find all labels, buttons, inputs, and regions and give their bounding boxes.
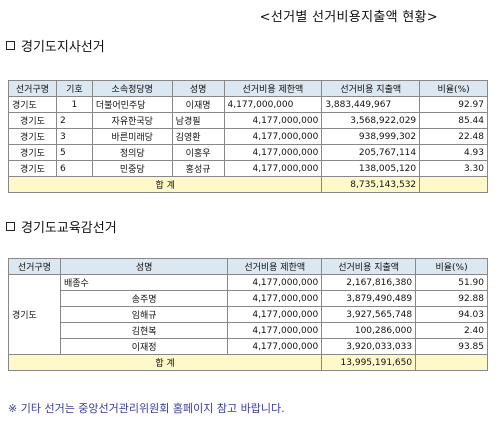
header-district: 선거구명 bbox=[8, 80, 57, 97]
table-row: 경기도 6 민중당 홍성규 4,177,000,000 138,005,120 … bbox=[8, 160, 488, 177]
cell-spent: 3,879,490,489 bbox=[321, 290, 417, 307]
table-row: 이재정 4,177,000,000 3,920,033,033 93.85 bbox=[9, 338, 488, 355]
cell-name: 이홍우 bbox=[171, 144, 225, 161]
cell-number: 2 bbox=[55, 112, 93, 129]
cell-limit: 4,177,000,000 bbox=[223, 112, 323, 129]
cell-party: 정의당 bbox=[91, 144, 173, 161]
total-spent: 8,735,143,532 bbox=[321, 176, 421, 193]
cell-spent: 205,767,114 bbox=[321, 144, 421, 161]
cell-limit: 4,177,000,000 bbox=[227, 322, 323, 339]
total-ratio-empty bbox=[415, 354, 488, 371]
cell-district: 경기도 bbox=[8, 112, 57, 129]
total-label: 합 계 bbox=[7, 354, 323, 371]
cell-party: 바른미래당 bbox=[91, 128, 173, 145]
cell-limit: 4,177,000,000 bbox=[227, 274, 323, 291]
page-title: <선거별 선거비용지출액 현황> bbox=[259, 10, 438, 25]
section-education-heading: 경기도교육감선거 bbox=[6, 217, 117, 236]
table-row: 경기도 3 바른미래당 김영환 4,177,000,000 938,999,30… bbox=[8, 128, 488, 145]
table-row: 경기도 5 정의당 이홍우 4,177,000,000 205,767,114 … bbox=[8, 144, 488, 161]
cell-ratio: 22.48 bbox=[419, 128, 488, 145]
cell-name: 임해규 bbox=[59, 306, 229, 323]
table-row: 경기도 2 자유한국당 남경필 4,177,000,000 3,568,922,… bbox=[8, 112, 488, 129]
cell-name: 김현복 bbox=[59, 322, 229, 339]
header-spent: 선거비용 지출액 bbox=[321, 80, 421, 97]
header-name: 성명 bbox=[59, 258, 229, 275]
section-education-label: 경기도교육감선거 bbox=[21, 221, 117, 236]
cell-district: 경기도 bbox=[8, 96, 57, 113]
cell-name: 송주명 bbox=[59, 290, 229, 307]
cell-party: 자유한국당 bbox=[91, 112, 173, 129]
cell-limit: 4,177,000,000 bbox=[223, 144, 323, 161]
cell-ratio: 2.40 bbox=[415, 322, 488, 339]
header-spent: 선거비용 지출액 bbox=[321, 258, 417, 275]
cell-name: 홍성규 bbox=[171, 160, 225, 177]
cell-number: 3 bbox=[55, 128, 93, 145]
cell-district: 경기도 bbox=[8, 128, 57, 145]
table-row: 경기도 배종수 4,177,000,000 2,167,816,380 51.9… bbox=[8, 274, 488, 355]
total-ratio-empty bbox=[419, 176, 488, 193]
cell-district: 경기도 bbox=[8, 274, 61, 355]
cell-limit: 4,177,000,000 bbox=[223, 96, 323, 113]
cell-spent: 100,286,000 bbox=[321, 322, 417, 339]
cell-name: 김영환 bbox=[171, 128, 225, 145]
cell-district: 경기도 bbox=[8, 160, 57, 177]
cell-name: 배종수 bbox=[59, 274, 229, 291]
cell-limit: 4,177,000,000 bbox=[227, 338, 323, 355]
section-governor-heading: 경기도지사선거 bbox=[6, 36, 105, 55]
square-bullet-icon bbox=[6, 41, 15, 50]
table-row: 송주명 4,177,000,000 3,879,490,489 92.88 bbox=[9, 290, 488, 307]
cell-name: 이재명 bbox=[171, 96, 225, 113]
header-party: 소속정당명 bbox=[91, 80, 173, 97]
cell-party: 더불어민주당 bbox=[91, 96, 173, 113]
square-bullet-icon bbox=[6, 222, 15, 231]
header-name: 성명 bbox=[171, 80, 225, 97]
cell-spent: 938,999,302 bbox=[321, 128, 421, 145]
header-limit: 선거비용 제한액 bbox=[223, 80, 323, 97]
table-header-row: 선거구명 기호 소속정당명 성명 선거비용 제한액 선거비용 지출액 비율(%) bbox=[8, 80, 488, 97]
cell-ratio: 51.90 bbox=[415, 274, 488, 291]
cell-spent: 3,883,449,967 bbox=[321, 96, 421, 113]
cell-number: 6 bbox=[55, 160, 93, 177]
header-limit: 선거비용 제한액 bbox=[227, 258, 323, 275]
total-row: 합 계 13,995,191,650 bbox=[7, 354, 488, 371]
cell-ratio: 92.97 bbox=[419, 96, 488, 113]
cell-limit: 4,177,000,000 bbox=[227, 306, 323, 323]
header-ratio: 비율(%) bbox=[419, 80, 488, 97]
section-governor-label: 경기도지사선거 bbox=[21, 40, 105, 55]
cell-ratio: 85.44 bbox=[419, 112, 488, 129]
cell-spent: 3,568,922,029 bbox=[321, 112, 421, 129]
cell-number: 5 bbox=[55, 144, 93, 161]
cell-ratio: 94.03 bbox=[415, 306, 488, 323]
education-table: 선거구명 성명 선거비용 제한액 선거비용 지출액 비율(%) 경기도 배종수 … bbox=[7, 258, 488, 371]
header-number: 기호 bbox=[55, 80, 93, 97]
header-district: 선거구명 bbox=[8, 258, 61, 275]
cell-district: 경기도 bbox=[8, 144, 57, 161]
cell-limit: 4,177,000,000 bbox=[223, 160, 323, 177]
footnote: ※ 기타 선거는 중앙선거관리위원회 홈페이지 참고 바랍니다. bbox=[8, 402, 285, 415]
cell-spent: 138,005,120 bbox=[321, 160, 421, 177]
table-header-row: 선거구명 성명 선거비용 제한액 선거비용 지출액 비율(%) bbox=[8, 258, 488, 275]
cell-party: 민중당 bbox=[91, 160, 173, 177]
cell-number: 1 bbox=[55, 96, 93, 113]
cell-ratio: 4.93 bbox=[419, 144, 488, 161]
total-row: 합 계 8,735,143,532 bbox=[7, 176, 488, 193]
total-spent: 13,995,191,650 bbox=[321, 354, 417, 371]
cell-ratio: 3.30 bbox=[419, 160, 488, 177]
total-label: 합 계 bbox=[7, 176, 323, 193]
cell-limit: 4,177,000,000 bbox=[223, 128, 323, 145]
cell-ratio: 93.85 bbox=[415, 338, 488, 355]
cell-limit: 4,177,000,000 bbox=[227, 290, 323, 307]
header-ratio: 비율(%) bbox=[415, 258, 488, 275]
table-row: 김현복 4,177,000,000 100,286,000 2.40 bbox=[9, 322, 488, 339]
cell-spent: 2,167,816,380 bbox=[321, 274, 417, 291]
table-row: 경기도 1 더불어민주당 이재명 4,177,000,000 3,883,449… bbox=[8, 96, 488, 113]
cell-ratio: 92.88 bbox=[415, 290, 488, 307]
cell-name: 이재정 bbox=[59, 338, 229, 355]
cell-name: 남경필 bbox=[171, 112, 225, 129]
table-row: 임해규 4,177,000,000 3,927,565,748 94.03 bbox=[9, 306, 488, 323]
cell-spent: 3,927,565,748 bbox=[321, 306, 417, 323]
governor-table: 선거구명 기호 소속정당명 성명 선거비용 제한액 선거비용 지출액 비율(%)… bbox=[7, 80, 488, 193]
cell-spent: 3,920,033,033 bbox=[321, 338, 417, 355]
